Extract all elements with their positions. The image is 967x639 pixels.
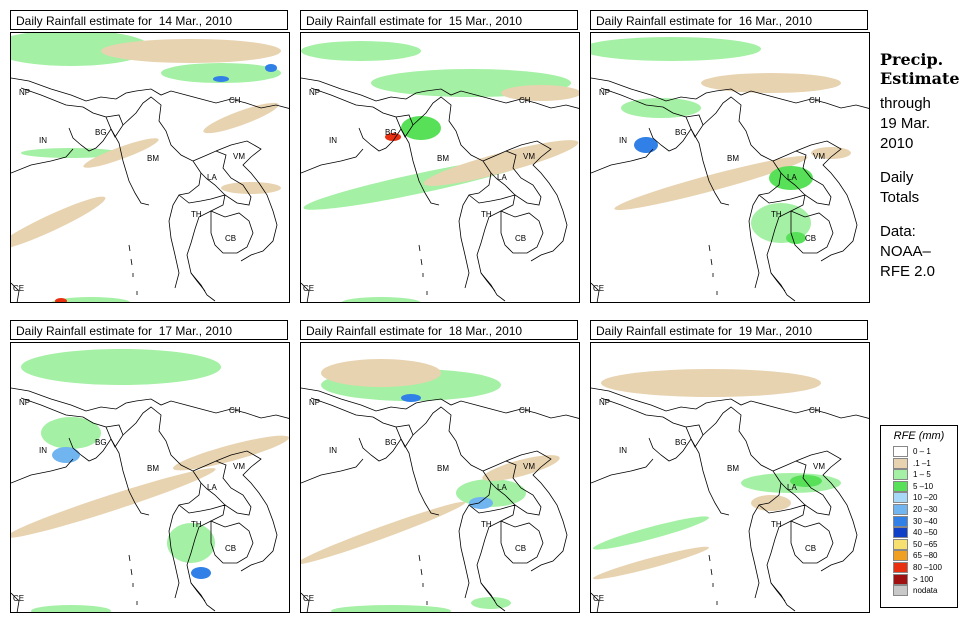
legend-label: 1 – 5: [913, 470, 931, 480]
rain-layer: [301, 359, 560, 612]
legend-title: RFE (mm): [893, 430, 945, 442]
legend-swatch: [893, 585, 908, 597]
panel-title: Daily Rainfall estimate for 17 Mar., 201…: [10, 320, 288, 340]
rain-layer: [591, 37, 851, 244]
side-date1: 19 Mar.: [880, 115, 931, 132]
legend-row: nodata: [881, 585, 957, 597]
legend-row: 65 –80: [881, 550, 957, 562]
legend-row: 80 –100: [881, 561, 957, 574]
legend-row: 20 –30: [881, 503, 957, 516]
rain-layer: [593, 369, 841, 580]
map-panel-5: Daily Rainfall estimate for 18 Mar., 201…: [300, 320, 580, 613]
legend-swatch: [893, 492, 908, 504]
side-title-line2: Estimate: [880, 69, 960, 88]
rainfall-map: [300, 32, 580, 303]
panel-title: Daily Rainfall estimate for 16 Mar., 201…: [590, 10, 868, 30]
panel-title: Daily Rainfall estimate for 15 Mar., 201…: [300, 10, 578, 30]
legend-swatch: [893, 550, 908, 562]
legend-label: nodata: [913, 586, 938, 596]
rainfall-map: [590, 32, 870, 303]
legend-label: 5 –10: [913, 481, 934, 491]
map-panel-4: Daily Rainfall estimate for 17 Mar., 201…: [10, 320, 290, 613]
legend-row: 10 –20: [881, 492, 957, 504]
rainfall-map: [10, 342, 290, 613]
legend-row: 5 –10: [881, 480, 957, 493]
panel-title: Daily Rainfall estimate for 19 Mar., 201…: [590, 320, 868, 340]
panel-title: Daily Rainfall estimate for 14 Mar., 201…: [10, 10, 288, 30]
rain-layer: [11, 33, 281, 302]
legend-swatch: [893, 561, 908, 573]
side-source1: NOAA–: [880, 243, 931, 260]
legend-label: 40 –50: [913, 528, 938, 538]
map-panel-3: Daily Rainfall estimate for 16 Mar., 201…: [590, 10, 870, 303]
legend-label: > 100: [913, 574, 934, 584]
legend-swatch: [893, 527, 908, 539]
legend-label: 0 – 1: [913, 447, 931, 456]
legend-row: 40 –50: [881, 527, 957, 539]
legend-label: 10 –20: [913, 493, 938, 503]
legend-label: 80 –100: [913, 562, 942, 572]
legend-swatch: [893, 538, 908, 550]
side-totals: Totals: [880, 189, 920, 206]
legend-label: 30 –40: [913, 516, 938, 526]
legend-row: 1 – 5: [881, 469, 957, 481]
legend-swatch: [893, 457, 908, 469]
legend-swatch: [893, 515, 908, 527]
panel-title: Daily Rainfall estimate for 18 Mar., 201…: [300, 320, 578, 340]
legend-label: 20 –30: [913, 504, 938, 514]
legend-swatch: [893, 469, 908, 481]
rainfall-map: [590, 342, 870, 613]
map-panel-2: Daily Rainfall estimate for 15 Mar., 201…: [300, 10, 580, 303]
rainfall-map: [10, 32, 290, 303]
side-daily: Daily: [880, 169, 914, 186]
side-date2: 2010: [880, 135, 914, 152]
legend-row: 30 –40: [881, 515, 957, 528]
legend-label: .1 –1: [913, 458, 931, 468]
map-panel-1: Daily Rainfall estimate for 14 Mar., 201…: [10, 10, 290, 303]
map-panel-6: Daily Rainfall estimate for 19 Mar., 201…: [590, 320, 870, 613]
legend-row: 50 –65: [881, 538, 957, 551]
side-through: through: [880, 95, 931, 112]
legend-row: 0 – 1: [881, 446, 957, 458]
side-data-label: Data:: [880, 223, 916, 240]
legend-swatch: [893, 573, 908, 585]
rainfall-map: [300, 342, 580, 613]
legend-label: 65 –80: [913, 551, 938, 561]
rain-layer: [301, 41, 579, 302]
rain-layer: [11, 349, 289, 612]
legend-swatch: [893, 480, 908, 492]
legend-row: .1 –1: [881, 457, 957, 470]
side-description: Precip. Estimate through 19 Mar. 2010 Da…: [880, 50, 960, 282]
legend-row: > 100: [881, 573, 957, 586]
legend-swatch: [893, 503, 908, 515]
side-source2: RFE 2.0: [880, 263, 936, 280]
legend-swatch: [893, 446, 908, 457]
legend-label: 50 –65: [913, 539, 938, 549]
side-title-line1: Precip.: [880, 50, 944, 69]
